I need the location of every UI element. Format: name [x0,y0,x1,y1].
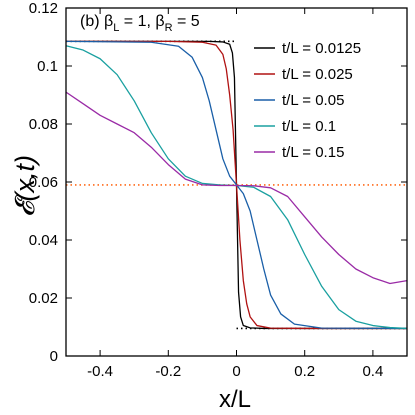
y-tick-label-0: 0 [50,348,58,365]
panel-label: (b) βL = 1, βR = 5 [80,13,200,34]
y-tick-label-2: 0.04 [29,232,58,249]
x-tick-label-0: -0.4 [87,363,113,380]
series-line-4 [65,91,408,285]
x-tick-label-1: -0.2 [155,363,181,380]
legend-label-3: t/L = 0.1 [282,118,336,135]
y-tick-label-4: 0.08 [29,116,58,133]
x-axis-label: x/L [219,386,251,413]
legend-label-1: t/L = 0.025 [282,66,353,83]
x-tick-label-3: 0.2 [294,363,315,380]
y-tick-label-1: 0.02 [29,290,58,307]
y-tick-label-5: 0.1 [37,58,58,75]
legend-label-4: t/L = 0.15 [282,144,344,161]
legend-label-0: t/L = 0.0125 [282,40,361,57]
data-series [65,40,408,330]
y-tick-label-3: 0.06 [29,174,58,191]
x-tick-label-4: 0.4 [362,363,383,380]
y-tick-label-6: 0.12 [29,0,58,17]
x-tick-label-2: 0 [232,363,240,380]
axis-ticks: -0.4 -0.2 0 0.2 0.4 0 0.02 0.04 0.06 0.08 0.1 0.12 [29,0,407,380]
y-axis-label: 𝓔(x,t) [10,155,40,217]
legend: t/L = 0.0125 t/L = 0.025 t/L = 0.05 t/L = 0… [254,40,361,161]
legend-label-2: t/L = 0.05 [282,92,344,109]
